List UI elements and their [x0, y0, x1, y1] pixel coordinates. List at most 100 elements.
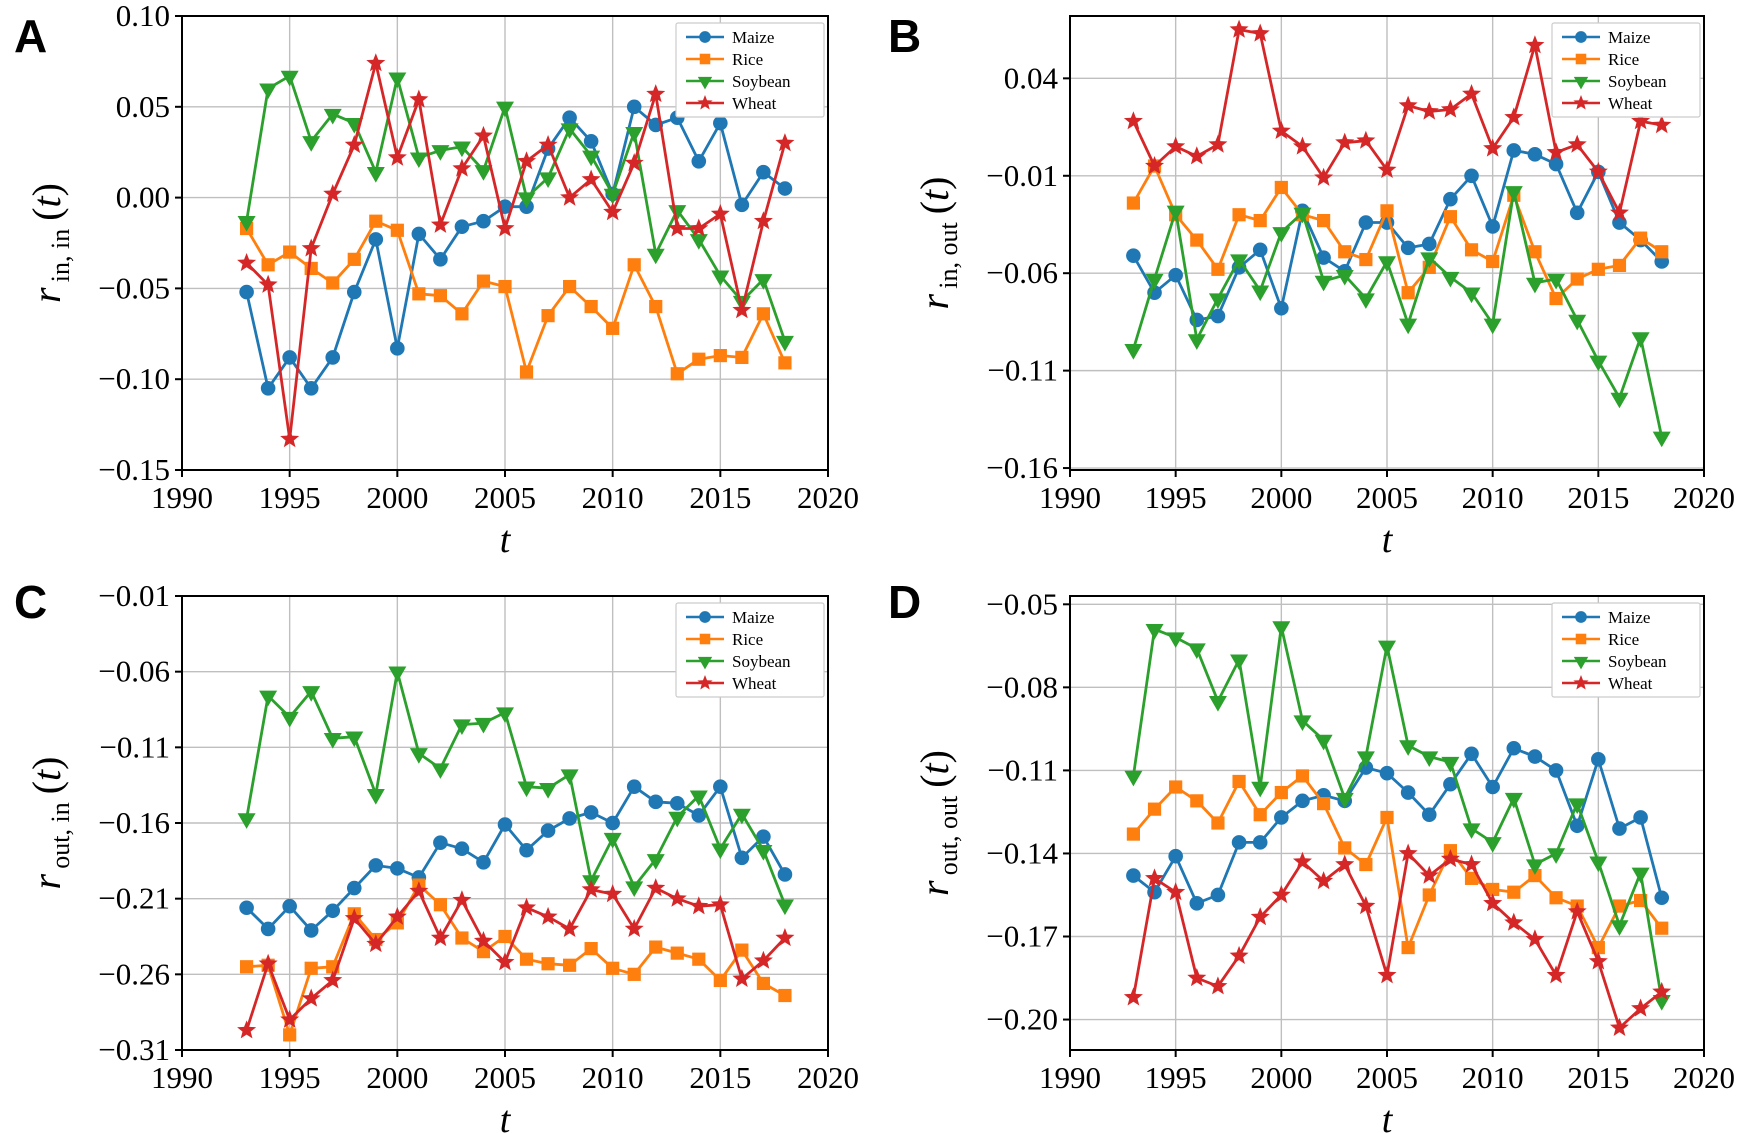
series-soybean — [237, 70, 794, 352]
legend-label: Rice — [1608, 50, 1639, 69]
y-tick-label: −0.31 — [98, 1032, 170, 1067]
y-axis-label: r in, out (t) — [912, 176, 963, 309]
legend-label: Rice — [732, 50, 763, 69]
series-soybean — [1124, 621, 1671, 1011]
x-tick-label: 2000 — [366, 480, 428, 515]
legend-label: Soybean — [732, 72, 791, 91]
y-tick-label: −0.16 — [98, 805, 170, 840]
y-tick-label: −0.16 — [986, 450, 1058, 485]
y-tick-label: −0.10 — [98, 361, 170, 396]
x-tick-label: 1990 — [151, 1060, 213, 1095]
x-axis-label: t — [1382, 519, 1394, 561]
y-tick-label: −0.05 — [98, 270, 170, 305]
y-tick-label: −0.06 — [986, 255, 1058, 290]
x-tick-label: 2005 — [474, 480, 536, 515]
y-tick-label: 0.10 — [116, 0, 170, 33]
legend-label: Wheat — [1608, 674, 1653, 693]
x-tick-label: 2020 — [797, 1060, 859, 1095]
y-tick-label: −0.15 — [98, 452, 170, 487]
legend-label: Soybean — [1608, 652, 1667, 671]
legend: Maize Rice Soybean Wheat — [1551, 602, 1701, 698]
x-tick-label: 1990 — [1039, 1060, 1101, 1095]
panel-C-chart: 1990 1995 2000 2005 2010 2015 2020 −0.01 −0.06 −0… — [14, 576, 859, 1133]
y-tick-label: −0.20 — [986, 1002, 1058, 1037]
y-tick-label: −0.01 — [98, 578, 170, 613]
x-tick-label: 2005 — [1356, 1060, 1418, 1095]
tick-marks — [175, 595, 829, 1057]
panel-B-chart: 1990 1995 2000 2005 2010 2015 2020 0.04 −0.01 −0.… — [888, 10, 1735, 561]
series-maize — [239, 99, 793, 396]
panel-B: 1990 1995 2000 2005 2010 2015 2020 0.04 −0.01 −0.… — [874, 0, 1748, 566]
panel-letter: B — [888, 10, 921, 62]
legend-label: Rice — [1608, 630, 1639, 649]
tick-marks — [1063, 603, 1705, 1057]
y-tick-label: −0.26 — [98, 956, 170, 991]
x-tick-label: 2005 — [1356, 480, 1418, 515]
x-tick-label: 2015 — [1567, 480, 1629, 515]
legend-label: Soybean — [1608, 72, 1667, 91]
legend-label: Maize — [732, 608, 774, 627]
x-tick-label: 1995 — [1145, 480, 1207, 515]
x-tick-label: 1990 — [151, 480, 213, 515]
x-tick-label: 2020 — [1673, 1060, 1735, 1095]
x-tick-label: 2015 — [689, 480, 751, 515]
legend-label: Maize — [732, 28, 774, 47]
y-tick-label: −0.11 — [987, 752, 1058, 787]
legend-label: Wheat — [1608, 94, 1653, 113]
y-tick-label: 0.04 — [1004, 60, 1059, 95]
x-tick-label: 2000 — [1250, 1060, 1312, 1095]
x-tick-label: 2020 — [797, 480, 859, 515]
x-tick-label: 2020 — [1673, 480, 1735, 515]
panel-C: 1990 1995 2000 2005 2010 2015 2020 −0.01 −0.06 −0… — [0, 566, 874, 1133]
y-tick-label: −0.08 — [986, 669, 1058, 704]
x-tick-label: 1990 — [1039, 480, 1101, 515]
x-tick-label: 1995 — [259, 1060, 321, 1095]
legend-label: Rice — [732, 630, 763, 649]
series-wheat — [237, 878, 795, 1039]
legend: Maize Rice Soybean Wheat — [1551, 22, 1701, 118]
legend: Maize Rice Soybean Wheat — [675, 22, 825, 118]
series-wheat — [237, 53, 795, 448]
y-axis-label: r out, in (t) — [24, 756, 75, 889]
series-wheat — [1123, 843, 1672, 1036]
legend: Maize Rice Soybean Wheat — [675, 602, 825, 698]
panel-D-chart: 1990 1995 2000 2005 2010 2015 2020 −0.05 −0.08 −0… — [888, 576, 1735, 1133]
legend-label: Maize — [1608, 608, 1650, 627]
series-wheat — [1123, 19, 1672, 221]
x-tick-label: 1995 — [1145, 1060, 1207, 1095]
x-tick-label: 2005 — [474, 1060, 536, 1095]
y-tick-label: −0.14 — [986, 835, 1058, 870]
y-axis-label: r in, in (t) — [24, 183, 75, 303]
x-tick-label: 2000 — [366, 1060, 428, 1095]
series-rice — [1126, 769, 1669, 955]
series-maize — [239, 779, 793, 938]
tick-marks — [175, 15, 829, 477]
series-soybean — [1124, 186, 1671, 448]
series-rice — [240, 214, 792, 381]
y-tick-label: −0.17 — [986, 919, 1058, 954]
y-tick-label: −0.05 — [986, 586, 1058, 621]
series-rice — [1126, 159, 1669, 306]
panel-A-chart: 1990 1995 2000 2005 2010 2015 2020 0.10 0.05 0.00… — [14, 0, 859, 561]
x-tick-label: 2015 — [689, 1060, 751, 1095]
x-tick-label: 2010 — [1462, 1060, 1524, 1095]
legend-label: Soybean — [732, 652, 791, 671]
panel-D: 1990 1995 2000 2005 2010 2015 2020 −0.05 −0.08 −0… — [874, 566, 1748, 1133]
y-tick-label: −0.11 — [987, 353, 1058, 388]
legend-label: Wheat — [732, 674, 777, 693]
x-tick-label: 1995 — [259, 480, 321, 515]
series-soybean — [237, 666, 794, 916]
x-axis-label: t — [1382, 1099, 1394, 1133]
y-axis-label: r out, out (t) — [912, 750, 963, 896]
x-axis-label: t — [500, 1099, 512, 1133]
y-tick-label: −0.21 — [98, 881, 170, 916]
panel-letter: C — [14, 576, 47, 628]
y-tick-label: −0.01 — [986, 158, 1058, 193]
y-tick-label: 0.00 — [116, 180, 170, 215]
panel-letter: D — [888, 576, 921, 628]
panel-letter: A — [14, 10, 47, 62]
panel-A: 1990 1995 2000 2005 2010 2015 2020 0.10 0.05 0.00… — [0, 0, 874, 566]
y-tick-label: −0.11 — [99, 729, 170, 764]
x-tick-label: 2015 — [1567, 1060, 1629, 1095]
series-rice — [240, 878, 792, 1042]
